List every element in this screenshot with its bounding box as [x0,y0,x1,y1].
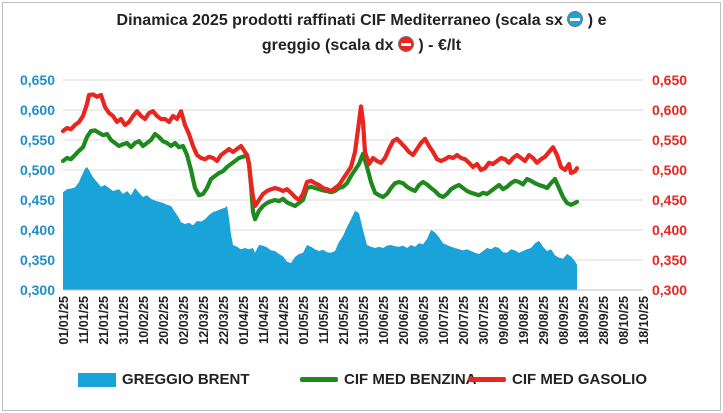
x-tick-label: 31/01/25 [117,296,131,345]
legend-item-gasolio: CIF MED GASOLIO [468,371,647,388]
left-axis-tick-label: 0,600 [20,102,55,118]
legend-item-benzina: CIF MED BENZINA [300,371,477,388]
left-axis-tick-label: 0,550 [20,132,55,148]
right-axis-tick-label: 0,350 [652,252,687,268]
x-tick-label: 22/03/25 [217,296,231,345]
x-tick-label: 11/05/25 [317,296,331,344]
x-tick-label: 19/08/25 [517,296,531,345]
x-tick-label: 30/06/25 [417,296,431,345]
left-axis-tick-label: 0,450 [20,192,55,208]
chart-title-line2: greggio (scala dx ) - €/lt [60,33,663,58]
left-axis-tick-label: 0,350 [20,252,55,268]
x-tick-label: 21/04/25 [277,296,291,345]
x-tick-label: 01/04/25 [237,296,251,345]
legend-swatch-benzina [300,377,338,382]
x-tick-label: 02/03/25 [177,296,191,345]
legend-swatch-gasolio [468,377,506,382]
x-tick-label: 21/05/25 [337,296,351,345]
x-tick-label: 20/02/25 [157,296,171,345]
legend-item-brent: GREGGIO BRENT [78,371,250,388]
series-line-gasolio [60,92,580,209]
x-tick-label: 18/09/25 [577,296,591,345]
right-scale-marker-icon [397,36,414,52]
left-axis-tick-label: 0,400 [20,222,55,238]
x-tick-label: 11/04/25 [257,296,271,344]
right-axis-tick-label: 0,550 [652,132,687,148]
right-axis-tick-label: 0,600 [652,102,687,118]
title-line1-end: ) e [587,12,607,29]
right-axis-tick-label: 0,650 [652,72,687,88]
title-line2-text: greggio (scala dx [261,37,394,54]
x-tick-label: 10/02/25 [137,296,151,345]
left-axis-tick-label: 0,300 [20,282,55,298]
right-axis-tick-label: 0,300 [652,282,687,298]
right-axis-tick-label: 0,450 [652,192,687,208]
chart-title-line1: Dinamica 2025 prodotti raffinati CIF Med… [60,8,663,33]
chart-title: Dinamica 2025 prodotti raffinati CIF Med… [60,8,663,58]
legend-swatch-brent [78,372,116,387]
x-tick-label: 30/07/25 [477,296,491,345]
right-axis-tick-label: 0,400 [652,222,687,238]
x-tick-label: 28/09/25 [597,296,611,345]
x-tick-label: 08/10/25 [617,296,631,345]
x-tick-label: 21/01/25 [97,296,111,345]
x-tick-label: 01/05/25 [297,296,311,345]
x-tick-label: 31/05/25 [357,296,371,345]
right-axis-tick-label: 0,500 [652,162,687,178]
x-tick-label: 10/06/25 [377,296,391,345]
legend-label-benzina: CIF MED BENZINA [344,371,477,388]
title-line2-end: ) - €/lt [418,37,462,54]
chart-legend: GREGGIO BRENT CIF MED BENZINA CIF MED GA… [0,371,723,395]
legend-label-gasolio: CIF MED GASOLIO [512,371,647,388]
x-tick-label: 18/10/25 [637,296,651,345]
x-tick-label: 12/03/25 [197,296,211,345]
x-tick-label: 10/07/25 [437,296,451,345]
legend-label-brent: GREGGIO BRENT [122,371,250,388]
title-line1-text: Dinamica 2025 prodotti raffinati CIF Med… [116,12,563,29]
x-tick-label: 09/08/25 [497,296,511,345]
x-tick-label: 11/01/25 [77,296,91,344]
left-axis-tick-label: 0,500 [20,162,55,178]
x-tick-label: 20/06/25 [397,296,411,345]
series-area-brent [63,167,577,290]
left-scale-marker-icon [567,11,584,27]
x-tick-label: 08/09/25 [557,296,571,345]
x-tick-label: 29/08/25 [537,296,551,345]
x-tick-label: 01/01/25 [57,296,71,345]
x-tick-label: 20/07/25 [457,296,471,345]
left-axis-tick-label: 0,650 [20,72,55,88]
series-line-benzina [60,128,580,222]
